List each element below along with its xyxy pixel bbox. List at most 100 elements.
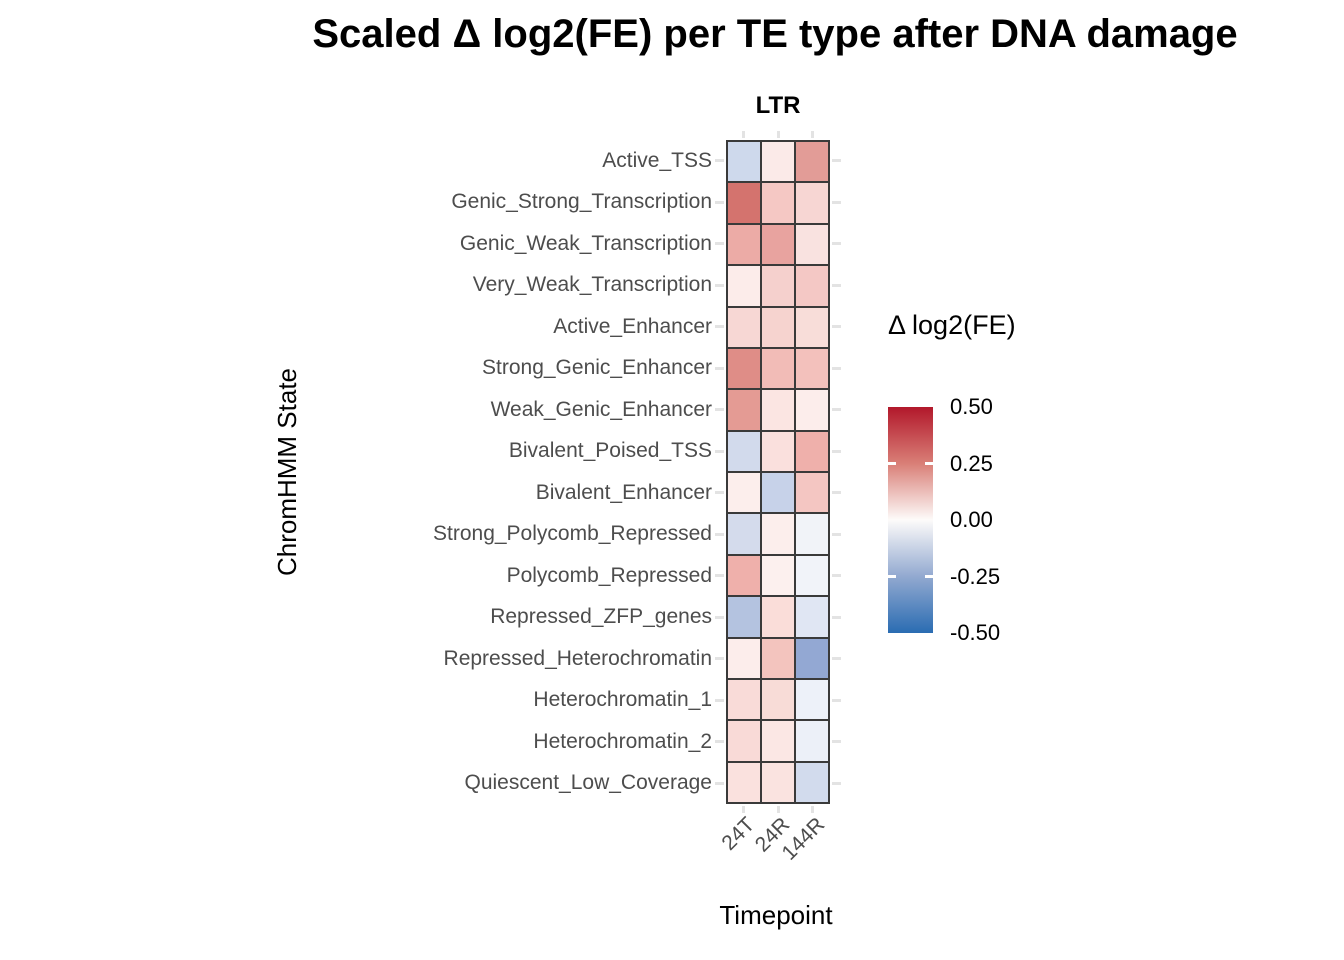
grid-stub	[832, 781, 841, 785]
grid-stub	[776, 131, 780, 138]
heatmap-cell	[762, 473, 794, 513]
heatmap-cell	[796, 514, 828, 554]
y-tick-label: Genic_Strong_Transcription	[451, 190, 712, 214]
grid-stub	[715, 657, 724, 661]
grid-stub	[715, 200, 724, 204]
grid-stub	[741, 131, 745, 138]
heatmap-cell	[762, 307, 794, 347]
heatmap-cell	[728, 266, 760, 306]
legend-colorbar	[888, 407, 933, 633]
grid-stub	[832, 532, 841, 536]
heatmap-cell	[796, 762, 828, 802]
y-tick-label: Polycomb_Repressed	[506, 563, 712, 587]
grid-stub	[715, 366, 724, 370]
grid-stub	[832, 366, 841, 370]
heatmap-cell	[796, 679, 828, 720]
legend-tick-label: -0.25	[950, 563, 1001, 589]
grid-stub	[832, 449, 841, 453]
y-tick-label: Very_Weak_Transcription	[472, 273, 712, 297]
grid-stub	[832, 408, 841, 412]
grid-stub	[715, 325, 724, 329]
grid-stub	[811, 806, 815, 813]
heatmap-cell	[796, 142, 828, 182]
grid-stub	[832, 657, 841, 661]
heatmap-cell	[728, 142, 760, 182]
y-tick-label: Bivalent_Enhancer	[535, 480, 712, 504]
heatmap-cell	[762, 224, 794, 265]
heatmap-cell	[762, 431, 794, 471]
heatmap-cell	[796, 473, 828, 513]
heatmap-cell	[728, 514, 760, 554]
legend-tick-label: -0.50	[950, 620, 1001, 645]
heatmap-cell	[728, 555, 760, 596]
facet-strip-label: LTR	[755, 92, 801, 119]
heatmap-cell	[796, 555, 828, 596]
y-tick-label: Quiescent_Low_Coverage	[464, 771, 713, 795]
heatmap-cell	[762, 721, 794, 761]
y-tick-label: Active_TSS	[602, 148, 712, 172]
y-tick-label: Repressed_Heterochromatin	[443, 646, 712, 670]
heatmap-cell	[796, 266, 828, 306]
legend-tick-mark	[888, 575, 896, 578]
grid-stub	[715, 491, 724, 495]
legend-tick-mark	[925, 462, 933, 465]
y-tick-label: Active_Enhancer	[553, 314, 712, 338]
grid-stub	[832, 159, 841, 163]
grid-stub	[715, 532, 724, 536]
heatmap-cell	[796, 721, 828, 761]
heatmap-cell	[728, 183, 760, 223]
y-tick-label: Bivalent_Poised_TSS	[508, 439, 712, 463]
heatmap-cell	[728, 431, 760, 471]
legend-tick-label: 0.00	[950, 507, 993, 532]
heatmap-cell	[762, 142, 794, 182]
heatmap-cell	[728, 762, 760, 802]
grid-stub	[715, 698, 724, 702]
heatmap-cell	[762, 514, 794, 554]
y-tick-label: Genic_Weak_Transcription	[459, 231, 712, 255]
plot-title: Scaled Δ log2(FE) per TE type after DNA …	[312, 12, 1238, 56]
legend-tick-mark	[888, 462, 896, 465]
heatmap-cell	[796, 597, 828, 637]
grid-stub	[832, 491, 841, 495]
grid-stub	[832, 283, 841, 287]
grid-stub	[811, 131, 815, 138]
heatmap-cell	[728, 679, 760, 720]
legend-title: Δ log2(FE)	[888, 310, 1016, 340]
legend-tick-label: 0.50	[950, 394, 993, 419]
heatmap-cell	[762, 638, 794, 678]
legend-tick-label: 0.25	[950, 450, 993, 476]
grid-stub	[741, 806, 745, 813]
grid-stub	[832, 740, 841, 744]
heatmap-panel	[726, 140, 830, 804]
grid-stub	[832, 615, 841, 619]
grid-stub	[776, 806, 780, 813]
grid-stub	[715, 159, 724, 163]
grid-stub	[715, 740, 724, 744]
heatmap-cell	[762, 555, 794, 596]
heatmap-cell	[728, 224, 760, 265]
heatmap-cell	[796, 431, 828, 471]
heatmap-cell	[728, 638, 760, 678]
y-axis-title: ChromHMM State	[272, 367, 302, 577]
heatmap-cell	[728, 348, 760, 389]
heatmap-cell	[728, 597, 760, 637]
heatmap-cell	[762, 266, 794, 306]
grid-stub	[715, 449, 724, 453]
grid-stub	[832, 698, 841, 702]
grid-stub	[832, 200, 841, 204]
heatmap-cell	[728, 721, 760, 761]
grid-stub	[715, 574, 724, 578]
y-tick-label: Heterochromatin_1	[533, 688, 712, 712]
x-axis-title: Timepoint	[719, 900, 833, 930]
grid-stub	[715, 781, 724, 785]
grid-stub	[715, 283, 724, 287]
heatmap-cell	[762, 390, 794, 430]
legend-tick-mark	[925, 575, 933, 578]
grid-stub	[832, 242, 841, 246]
heatmap-cell	[796, 307, 828, 347]
heatmap-cell	[762, 348, 794, 389]
heatmap-cell	[796, 348, 828, 389]
heatmap-cell	[762, 183, 794, 223]
y-tick-label: Strong_Polycomb_Repressed	[433, 522, 712, 546]
heatmap-cell	[762, 597, 794, 637]
